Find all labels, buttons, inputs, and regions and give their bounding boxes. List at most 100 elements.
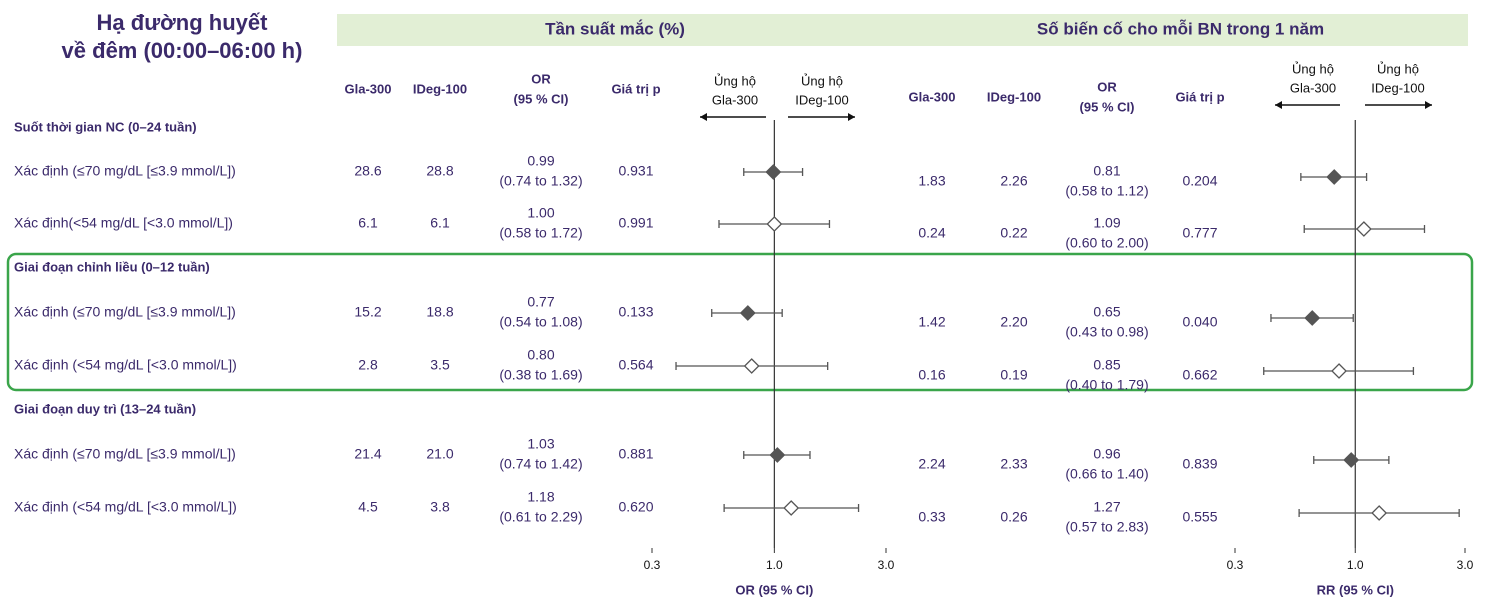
favors-label: IDeg-100 bbox=[1371, 80, 1424, 95]
estimate-marker bbox=[767, 217, 781, 231]
p-value: 0.839 bbox=[1182, 456, 1217, 472]
x-tick-label: 1.0 bbox=[1347, 558, 1364, 572]
column-header: OR bbox=[531, 71, 551, 86]
ideg-value: 21.0 bbox=[426, 446, 453, 462]
row-label: Xác định(<54 mg/dL [<3.0 mmol/L]) bbox=[14, 215, 233, 231]
gla-value: 21.4 bbox=[354, 446, 381, 462]
row-label: Xác định (≤70 mg/dL [≤3.9 mmol/L]) bbox=[14, 446, 236, 462]
estimate-marker bbox=[1344, 453, 1358, 467]
p-value: 0.777 bbox=[1182, 225, 1217, 241]
row-label: Xác định (≤70 mg/dL [≤3.9 mmol/L]) bbox=[14, 163, 236, 179]
favors-label: Ủng hộ bbox=[1292, 61, 1334, 76]
ideg-value: 28.8 bbox=[426, 163, 453, 179]
arrow-head bbox=[848, 113, 855, 121]
group-label: Giai đoạn chỉnh liều (0–12 tuần) bbox=[14, 259, 210, 274]
favors-label: Ủng hộ bbox=[801, 73, 843, 88]
column-header: IDeg-100 bbox=[987, 89, 1041, 104]
p-value: 0.040 bbox=[1182, 314, 1217, 330]
ci-label: (0.74 to 1.42) bbox=[499, 456, 582, 472]
ideg-value: 2.26 bbox=[1000, 173, 1027, 189]
estimate-marker bbox=[1332, 364, 1346, 378]
ideg-value: 18.8 bbox=[426, 304, 453, 320]
ci-label: (0.61 to 2.29) bbox=[499, 509, 582, 525]
gla-value: 1.42 bbox=[918, 314, 945, 330]
estimate-marker bbox=[784, 501, 798, 515]
ci-label: (0.58 to 1.72) bbox=[499, 225, 582, 241]
ci-label: (0.54 to 1.08) bbox=[499, 314, 582, 330]
estimate-label: 0.77 bbox=[527, 294, 554, 310]
estimate-marker bbox=[1327, 170, 1341, 184]
estimate-marker bbox=[745, 359, 759, 373]
arrow-head bbox=[1425, 101, 1432, 109]
ci-label: (0.40 to 1.79) bbox=[1065, 377, 1148, 393]
estimate-label: 0.80 bbox=[527, 347, 554, 363]
forest-table: Hạ đường huyếtvề đêm (00:00–06:00 h)Suốt… bbox=[0, 0, 1489, 603]
ci-label: (0.60 to 2.00) bbox=[1065, 235, 1148, 251]
estimate-label: 1.03 bbox=[527, 436, 554, 452]
gla-value: 28.6 bbox=[354, 163, 381, 179]
row-label: Xác định (<54 mg/dL [<3.0 mmol/L]) bbox=[14, 499, 237, 515]
x-tick-label: 0.3 bbox=[1227, 558, 1244, 572]
estimate-label: 1.09 bbox=[1093, 215, 1120, 231]
title: về đêm (00:00–06:00 h) bbox=[62, 38, 303, 63]
estimate-label: 0.99 bbox=[527, 153, 554, 169]
favors-label: Ủng hộ bbox=[1377, 61, 1419, 76]
favors-label: Ủng hộ bbox=[714, 73, 756, 88]
column-header: Giá trị p bbox=[1175, 89, 1224, 104]
column-header: (95 % CI) bbox=[514, 91, 569, 106]
gla-value: 15.2 bbox=[354, 304, 381, 320]
estimate-label: 1.00 bbox=[527, 205, 554, 221]
gla-value: 0.16 bbox=[918, 367, 945, 383]
estimate-marker bbox=[766, 165, 780, 179]
title: Hạ đường huyết bbox=[97, 10, 269, 35]
p-value: 0.881 bbox=[618, 446, 653, 462]
p-value: 0.555 bbox=[1182, 509, 1217, 525]
p-value: 0.564 bbox=[618, 357, 653, 373]
favors-label: IDeg-100 bbox=[795, 92, 848, 107]
p-value: 0.620 bbox=[618, 499, 653, 515]
estimate-marker bbox=[741, 306, 755, 320]
ci-label: (0.66 to 1.40) bbox=[1065, 466, 1148, 482]
favors-label: Gla-300 bbox=[712, 92, 758, 107]
column-header: Gla-300 bbox=[345, 81, 392, 96]
estimate-label: 1.18 bbox=[527, 489, 554, 505]
ci-label: (0.58 to 1.12) bbox=[1065, 183, 1148, 199]
estimate-label: 0.96 bbox=[1093, 446, 1120, 462]
favors-label: Gla-300 bbox=[1290, 80, 1336, 95]
page: {"title_lines": ["Hạ đường huyết", "về đ… bbox=[0, 0, 1489, 603]
gla-value: 4.5 bbox=[358, 499, 378, 515]
x-tick-label: 1.0 bbox=[766, 558, 783, 572]
p-value: 0.991 bbox=[618, 215, 653, 231]
ideg-value: 0.22 bbox=[1000, 225, 1027, 241]
gla-value: 0.24 bbox=[918, 225, 945, 241]
ideg-value: 0.26 bbox=[1000, 509, 1027, 525]
gla-value: 2.24 bbox=[918, 456, 945, 472]
p-value: 0.662 bbox=[1182, 367, 1217, 383]
estimate-label: 1.27 bbox=[1093, 499, 1120, 515]
gla-value: 1.83 bbox=[918, 173, 945, 189]
ideg-value: 3.8 bbox=[430, 499, 450, 515]
column-header: OR bbox=[1097, 79, 1117, 94]
p-value: 0.204 bbox=[1182, 173, 1217, 189]
panel-title: Số biến cố cho mỗi BN trong 1 năm bbox=[1037, 19, 1324, 38]
gla-value: 0.33 bbox=[918, 509, 945, 525]
ci-label: (0.74 to 1.32) bbox=[499, 173, 582, 189]
arrow-head bbox=[700, 113, 707, 121]
ideg-value: 6.1 bbox=[430, 215, 450, 231]
gla-value: 6.1 bbox=[358, 215, 378, 231]
column-header: IDeg-100 bbox=[413, 81, 467, 96]
column-header: Giá trị p bbox=[611, 81, 660, 96]
x-axis-label: RR (95 % CI) bbox=[1317, 582, 1394, 597]
p-value: 0.133 bbox=[618, 304, 653, 320]
gla-value: 2.8 bbox=[358, 357, 378, 373]
ideg-value: 2.20 bbox=[1000, 314, 1027, 330]
x-axis-label: OR (95 % CI) bbox=[735, 582, 813, 597]
ideg-value: 3.5 bbox=[430, 357, 450, 373]
p-value: 0.931 bbox=[618, 163, 653, 179]
column-header: (95 % CI) bbox=[1080, 99, 1135, 114]
arrow-head bbox=[1275, 101, 1282, 109]
estimate-label: 0.81 bbox=[1093, 163, 1120, 179]
row-label: Xác định (≤70 mg/dL [≤3.9 mmol/L]) bbox=[14, 304, 236, 320]
x-tick-label: 3.0 bbox=[878, 558, 895, 572]
estimate-label: 0.65 bbox=[1093, 304, 1120, 320]
